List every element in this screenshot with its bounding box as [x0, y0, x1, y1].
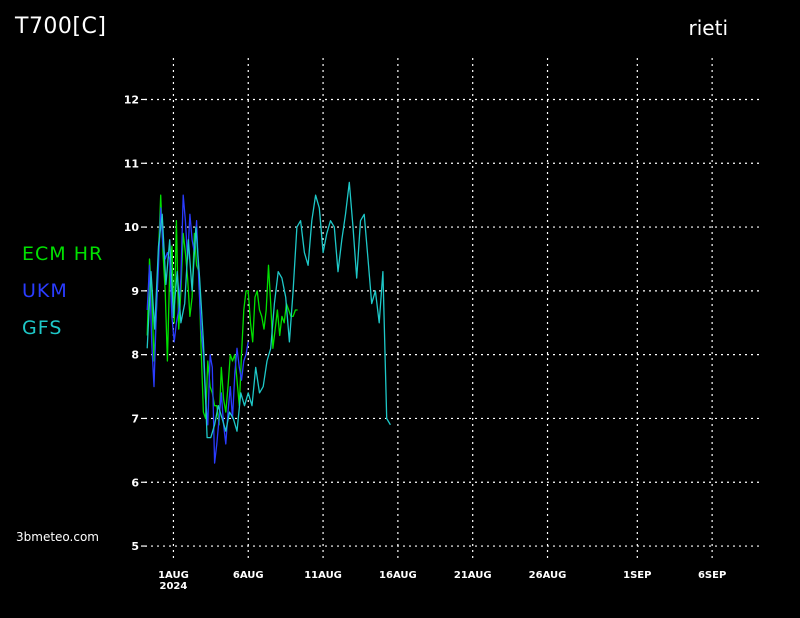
series-line-gfs [146, 181, 391, 439]
y-tick-label: 11 [124, 157, 139, 170]
legend-ukm: UKM [22, 280, 68, 302]
source-credit: 3bmeteo.com [16, 530, 99, 544]
chart-title: T700[C] [15, 14, 107, 39]
x-tick-sublabel: 2024 [160, 581, 188, 592]
y-tick-label: 12 [124, 93, 139, 106]
x-tick-label: 1SEP [623, 570, 651, 581]
station-name: rieti [688, 16, 728, 40]
x-tick-label: 21AUG [454, 570, 492, 581]
x-tick-label: 6SEP [698, 570, 726, 581]
y-tick-label: 6 [131, 476, 139, 489]
x-tick-label: 26AUG [529, 570, 567, 581]
y-tick-label: 8 [131, 349, 139, 362]
x-tick-label: 11AUG [304, 570, 342, 581]
legend-ecm-hr: ECM HR [22, 243, 104, 265]
series-line-ukm [146, 194, 249, 464]
y-tick-label: 10 [124, 221, 140, 234]
x-tick-label: 1AUG [158, 570, 189, 581]
x-tick-label: 6AUG [233, 570, 264, 581]
x-tick-label: 16AUG [379, 570, 417, 581]
series-line-ecm-hr [146, 194, 298, 426]
series-lines [146, 181, 391, 464]
y-tick-label: 5 [131, 540, 139, 553]
y-axis-ticks: 5 6 7 8 9 10 11 12 [124, 93, 147, 553]
y-tick-label: 7 [131, 412, 139, 425]
legend-gfs: GFS [22, 317, 63, 339]
y-tick-label: 9 [131, 285, 139, 298]
grid-lines [145, 58, 763, 562]
